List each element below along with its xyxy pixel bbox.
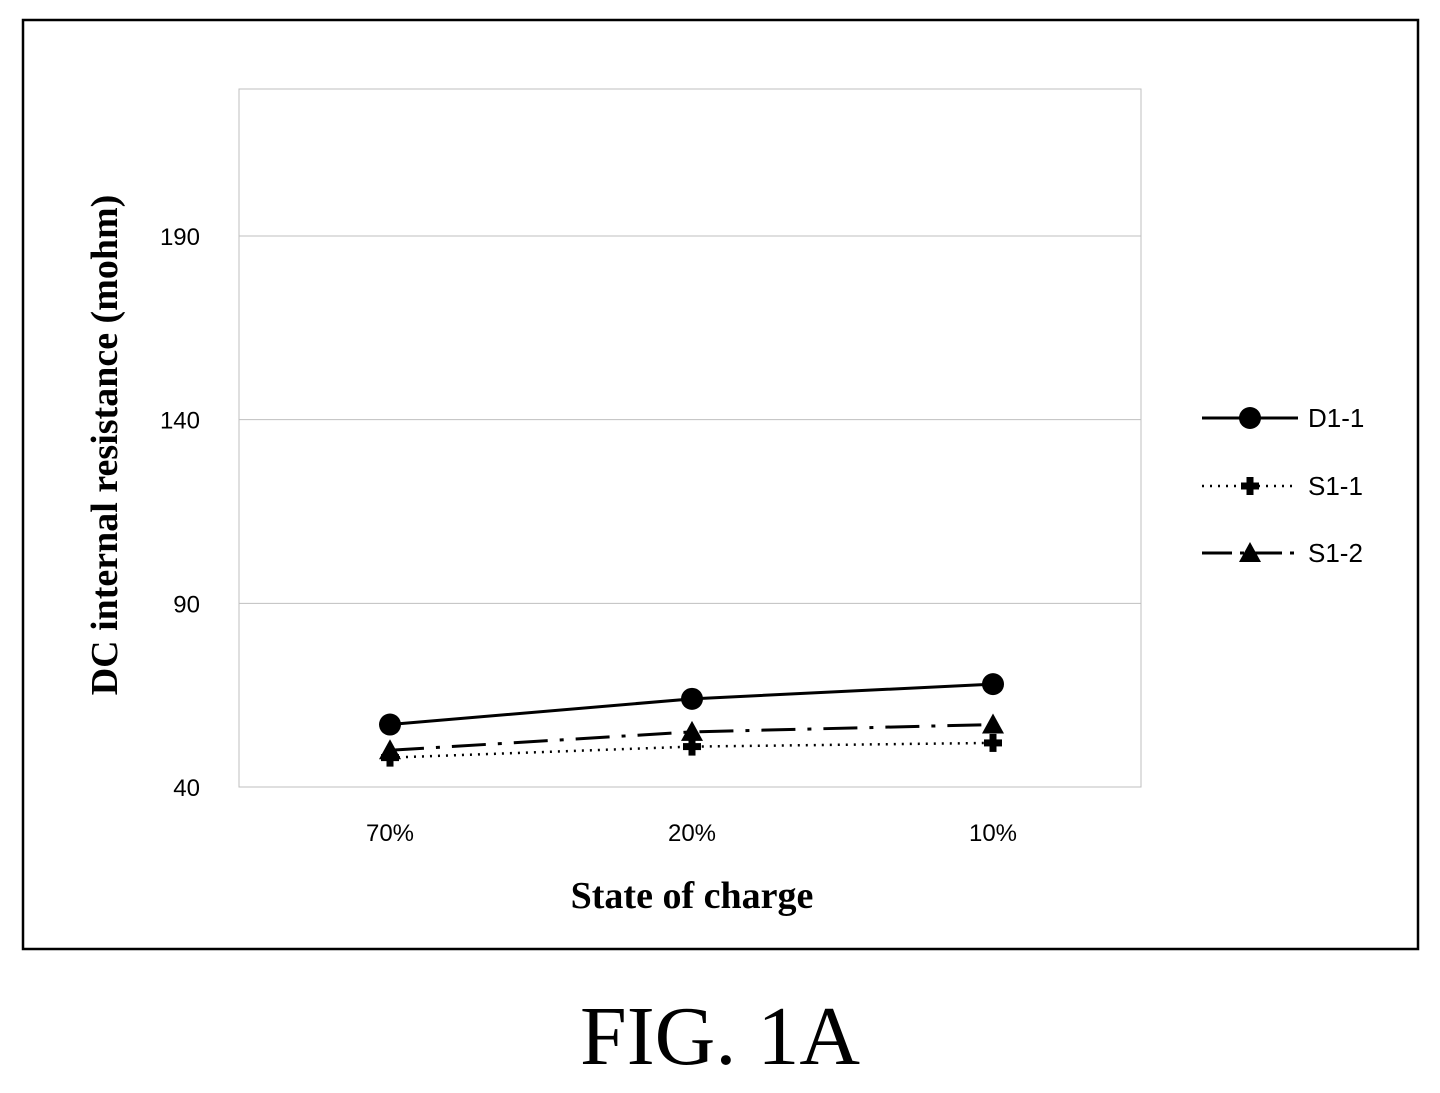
y-tick-label: 190 <box>160 224 200 251</box>
legend-label: D1-1 <box>1308 403 1364 433</box>
data-point <box>681 720 703 741</box>
series-line <box>389 723 994 752</box>
x-tick-label: 10% <box>969 820 1017 847</box>
legend-marker <box>1239 407 1261 429</box>
series-S1-1 <box>381 733 1002 767</box>
x-tick-label: 20% <box>668 820 716 847</box>
y-axis-tick-labels: 40 90 140 190 <box>160 224 200 802</box>
y-tick-label: 40 <box>173 775 200 802</box>
data-point <box>683 737 701 756</box>
figure-caption: FIG. 1A <box>579 990 860 1083</box>
data-point <box>381 748 399 767</box>
data-point <box>984 733 1002 752</box>
grid-lines <box>239 235 1141 604</box>
legend-marker <box>1241 477 1259 495</box>
series-D1-1 <box>379 673 1004 736</box>
legend-label: S1-1 <box>1308 471 1363 501</box>
legend-label: S1-2 <box>1308 538 1363 568</box>
legend-marker <box>1239 542 1261 562</box>
plot-area <box>238 88 1142 788</box>
data-point <box>379 713 401 736</box>
y-axis-title: DC internal resistance (mohm) <box>84 195 126 696</box>
y-tick-label: 90 <box>173 591 200 618</box>
series-group <box>379 673 1004 767</box>
y-tick-label: 140 <box>160 408 200 435</box>
data-point <box>982 673 1004 696</box>
data-point <box>681 687 703 710</box>
legend-item-S1-2: S1-2 <box>1202 538 1363 568</box>
x-axis-tick-labels: 70% 20% 10% <box>366 820 1017 847</box>
legend-item-D1-1: D1-1 <box>1202 403 1364 433</box>
x-axis-title: State of charge <box>571 875 814 917</box>
legend: D1-1 S1-1 S1-2 <box>1202 403 1364 568</box>
legend-item-S1-1: S1-1 <box>1202 471 1363 501</box>
data-point <box>982 713 1004 734</box>
x-tick-label: 70% <box>366 820 414 847</box>
